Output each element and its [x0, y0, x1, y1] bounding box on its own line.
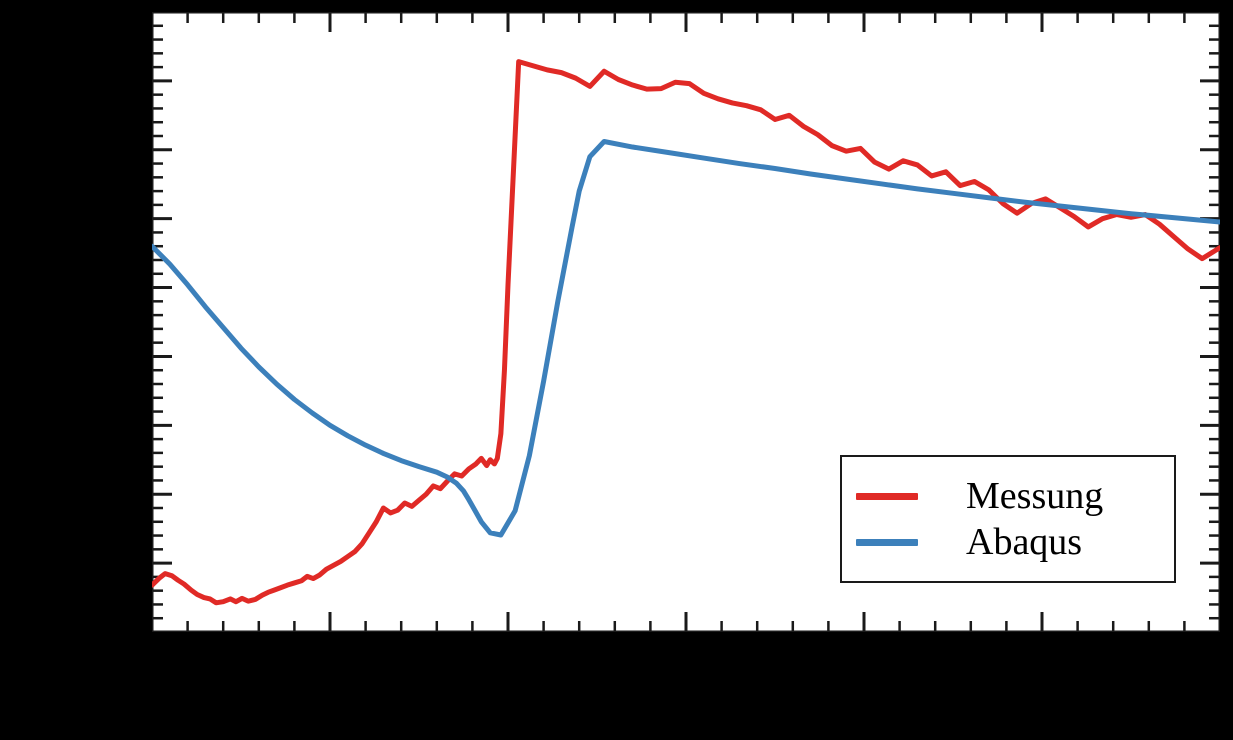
legend-label-abaqus: Abaqus [966, 521, 1083, 563]
legend-swatch-abaqus [856, 538, 918, 546]
series-line-messung [152, 59, 1220, 606]
plot-panel [152, 12, 1220, 632]
legend-swatch-messung [856, 492, 918, 500]
series-line-abaqus [152, 139, 1220, 538]
legend: Messung Abaqus [840, 455, 1176, 583]
legend-entry-messung: Messung [842, 473, 1174, 519]
data-series-layer [152, 59, 1220, 606]
legend-entry-abaqus: Abaqus [842, 519, 1174, 565]
legend-label-messung: Messung [966, 475, 1104, 517]
